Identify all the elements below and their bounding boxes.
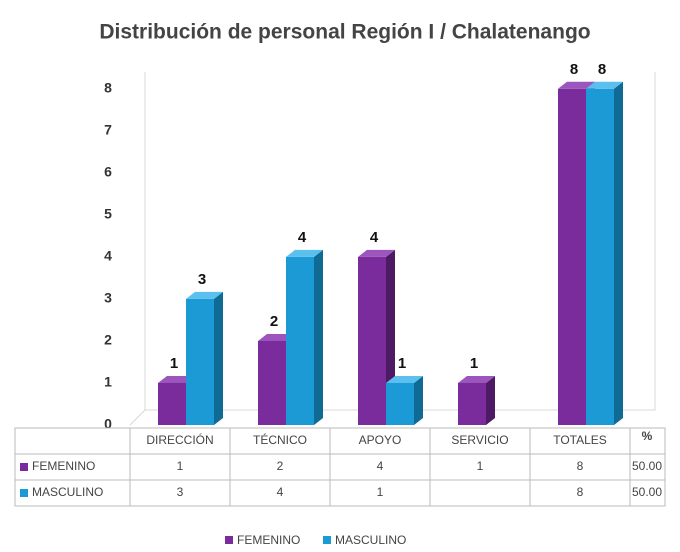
table-cell: 3 [177,485,184,499]
bar-side [314,249,323,425]
legend-label: FEMENINO [237,533,300,547]
row-header: MASCULINO [32,485,103,499]
table-cell: 1 [177,459,184,473]
chart-title: Distribución de personal Región I / Chal… [99,21,590,44]
legend-key [225,536,233,544]
bar-top [286,249,323,257]
data-label: 1 [398,355,406,372]
bar [558,88,586,426]
data-label: 1 [170,355,178,372]
y-tick-label: 1 [104,374,112,390]
y-tick-label: 3 [104,290,112,306]
bar [186,298,214,425]
y-tick-label: 0 [104,416,112,432]
table-cell: 2 [277,459,284,473]
bar [586,88,614,426]
table-cell: 4 [377,459,384,473]
data-label: 8 [570,61,578,78]
table-cell: 1 [477,459,484,473]
bar-top [158,375,195,383]
y-tick-label: 8 [104,80,112,96]
bar [358,256,386,425]
legend-label: MASCULINO [335,533,406,547]
data-label: 4 [298,229,307,246]
bar-top [258,333,295,341]
table-cell: 1 [377,485,384,499]
bar [258,340,286,425]
bar-top [558,81,595,89]
bar [158,382,186,425]
bar-side [414,375,423,425]
data-label: 4 [370,229,379,246]
column-header: APOYO [359,433,402,447]
table-key [20,463,28,471]
column-header: TOTALES [553,433,607,447]
bar-top [458,375,495,383]
bar [458,382,486,425]
data-label: 3 [198,271,206,288]
legend-key [323,536,331,544]
table-border [14,427,666,507]
y-tick-label: 5 [104,206,112,222]
column-header: DIRECCIÓN [146,432,213,447]
bar-top [386,375,423,383]
column-header: SERVICIO [451,433,508,447]
bar-top [358,249,395,257]
column-header: % [642,429,653,443]
table-cell: 8 [577,459,584,473]
y-tick-label: 2 [104,332,112,348]
data-label: 8 [598,61,606,78]
bar [386,382,414,425]
table-cell: 50.00 [632,459,662,473]
table-cell: 4 [277,485,284,499]
bar-side [214,291,223,425]
row-header: FEMENINO [32,459,95,473]
table-cell: 50.00 [632,485,662,499]
bar-top [186,291,223,299]
bar-side [486,375,495,425]
y-tick-label: 7 [104,122,112,138]
table-key [20,489,28,497]
column-header: TÉCNICO [253,432,307,447]
data-label: 2 [270,313,278,330]
y-tick-label: 4 [104,248,112,264]
bar-top [586,81,623,89]
data-label: 1 [470,355,478,372]
bar-side [614,81,623,426]
y-tick-label: 6 [104,164,112,180]
bar [286,256,314,425]
table-cell: 8 [577,485,584,499]
